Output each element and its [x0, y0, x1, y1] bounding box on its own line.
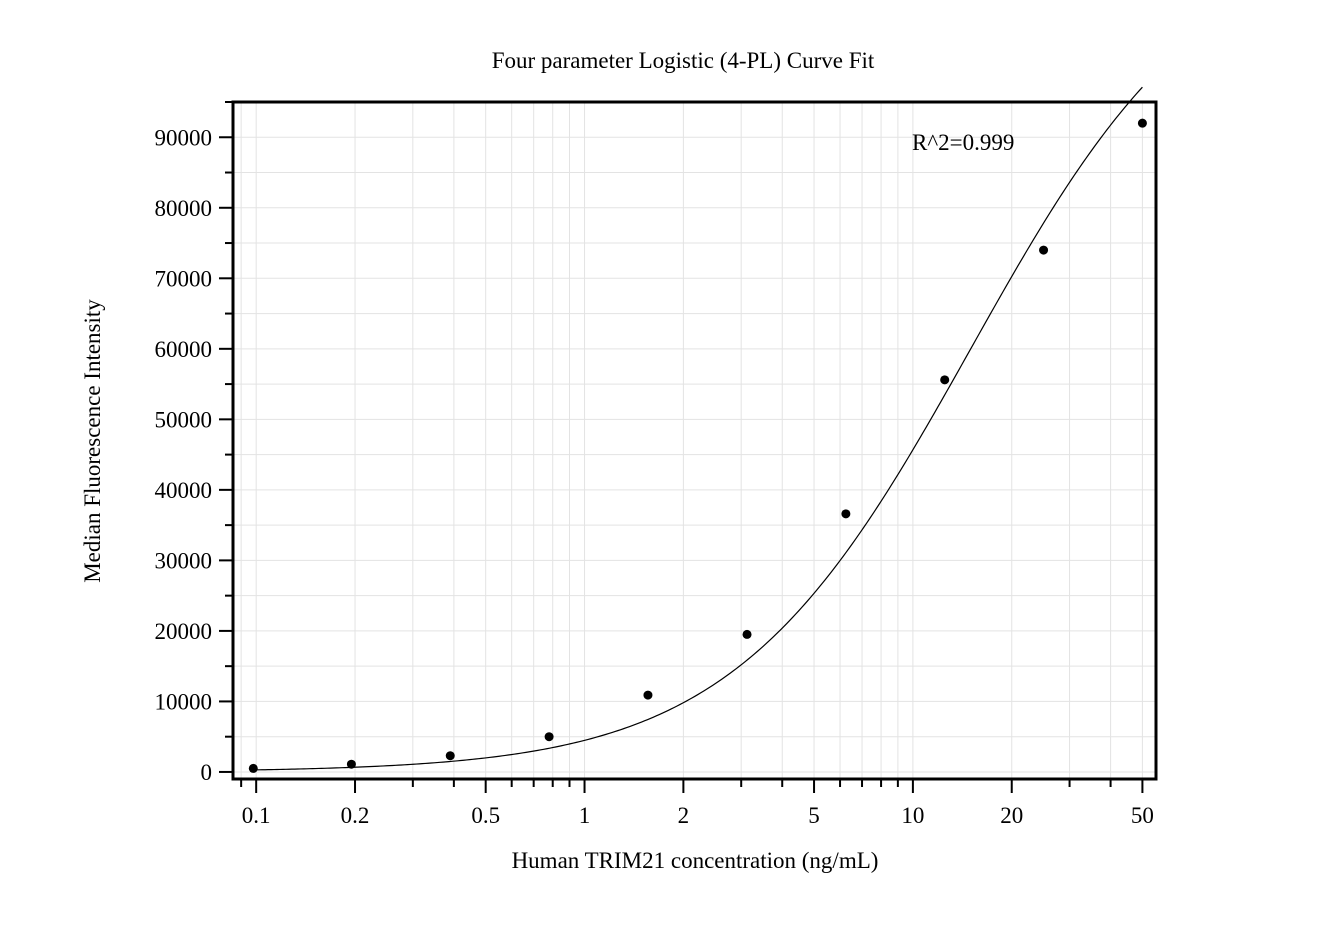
y-tick-label: 60000 — [155, 337, 213, 362]
r-squared-annotation: R^2=0.999 — [912, 130, 1014, 155]
x-tick-label: 10 — [901, 803, 924, 828]
y-axis-label: Median Fluorescence Intensity — [80, 299, 105, 583]
grid-lines — [233, 101, 1156, 779]
data-point — [248, 763, 258, 773]
data-point — [643, 690, 653, 700]
data-point — [742, 629, 752, 639]
x-tick-label: 20 — [1000, 803, 1023, 828]
data-point — [940, 375, 950, 385]
y-tick-label: 80000 — [155, 196, 213, 221]
data-point — [1137, 118, 1147, 128]
axis-ticks — [219, 101, 1144, 793]
y-tick-label: 10000 — [155, 689, 213, 714]
x-tick-label: 2 — [678, 803, 690, 828]
fit-curve — [253, 86, 1143, 771]
x-tick-label: 50 — [1131, 803, 1154, 828]
y-tick-label: 70000 — [155, 266, 213, 291]
y-tick-label: 40000 — [155, 478, 213, 503]
y-tick-label: 50000 — [155, 407, 213, 432]
x-tick-label: 0.2 — [341, 803, 370, 828]
data-point — [445, 751, 455, 761]
y-tick-label: 90000 — [155, 125, 213, 150]
data-points — [248, 118, 1147, 773]
y-tick-label: 20000 — [155, 619, 213, 644]
x-tick-label: 1 — [579, 803, 591, 828]
x-tick-label: 0.1 — [242, 803, 271, 828]
x-axis-label: Human TRIM21 concentration (ng/mL) — [512, 848, 879, 873]
x-tick-label: 5 — [808, 803, 820, 828]
y-tick-labels: 0 10000 20000 30000 40000 50000 60000 70000 8000… — [155, 125, 213, 785]
data-point — [544, 732, 554, 742]
x-tick-labels: 0.1 0.2 0.5 1 2 5 10 20 50 — [242, 803, 1154, 828]
data-point — [346, 759, 356, 769]
chart-title: Four parameter Logistic (4-PL) Curve Fit — [492, 48, 875, 73]
data-point — [841, 509, 851, 519]
plot-frame — [231, 100, 1158, 781]
y-tick-label: 30000 — [155, 548, 213, 573]
y-tick-label: 0 — [201, 760, 213, 785]
data-point — [1039, 245, 1049, 255]
x-tick-label: 0.5 — [471, 803, 500, 828]
